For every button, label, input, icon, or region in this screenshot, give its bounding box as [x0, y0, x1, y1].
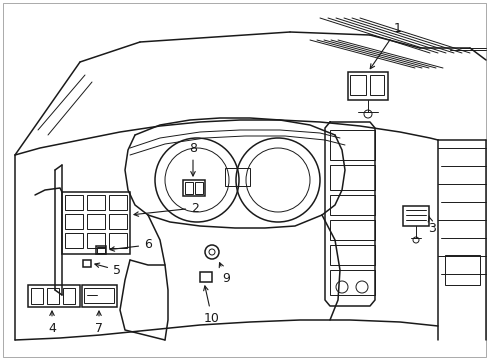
Bar	[444, 255, 479, 285]
Bar	[65, 214, 83, 229]
Text: 6: 6	[110, 238, 152, 252]
Bar	[97, 247, 105, 253]
Text: 5: 5	[95, 263, 121, 276]
Bar	[195, 182, 203, 194]
Bar	[87, 195, 105, 210]
Bar	[402, 206, 428, 226]
Bar	[83, 260, 91, 267]
Bar	[329, 270, 374, 295]
Bar	[329, 245, 374, 265]
Bar	[63, 288, 75, 304]
Bar	[329, 165, 374, 190]
Bar	[65, 195, 83, 210]
Text: 3: 3	[427, 216, 435, 234]
Bar	[84, 288, 114, 303]
Bar	[184, 182, 193, 194]
Bar	[87, 233, 105, 248]
Bar	[109, 214, 127, 229]
Bar	[369, 75, 383, 95]
Bar	[200, 272, 212, 282]
Bar	[329, 195, 374, 215]
Text: 4: 4	[48, 311, 56, 334]
Text: 7: 7	[95, 311, 103, 334]
Bar	[109, 195, 127, 210]
Bar	[109, 233, 127, 248]
Text: 10: 10	[203, 286, 220, 324]
Bar	[82, 285, 117, 307]
Text: 2: 2	[134, 202, 199, 216]
Bar	[96, 246, 106, 254]
Bar	[347, 72, 387, 100]
Bar	[329, 220, 374, 240]
Bar	[224, 168, 249, 186]
Bar	[183, 180, 204, 196]
Text: 8: 8	[189, 141, 197, 176]
Bar	[329, 130, 374, 160]
Bar	[65, 233, 83, 248]
Bar	[47, 288, 59, 304]
Text: 1: 1	[369, 22, 401, 69]
Bar	[31, 288, 43, 304]
Bar	[28, 285, 80, 307]
Bar	[62, 192, 130, 254]
Bar	[87, 214, 105, 229]
Bar	[349, 75, 365, 95]
Text: 9: 9	[219, 263, 229, 284]
